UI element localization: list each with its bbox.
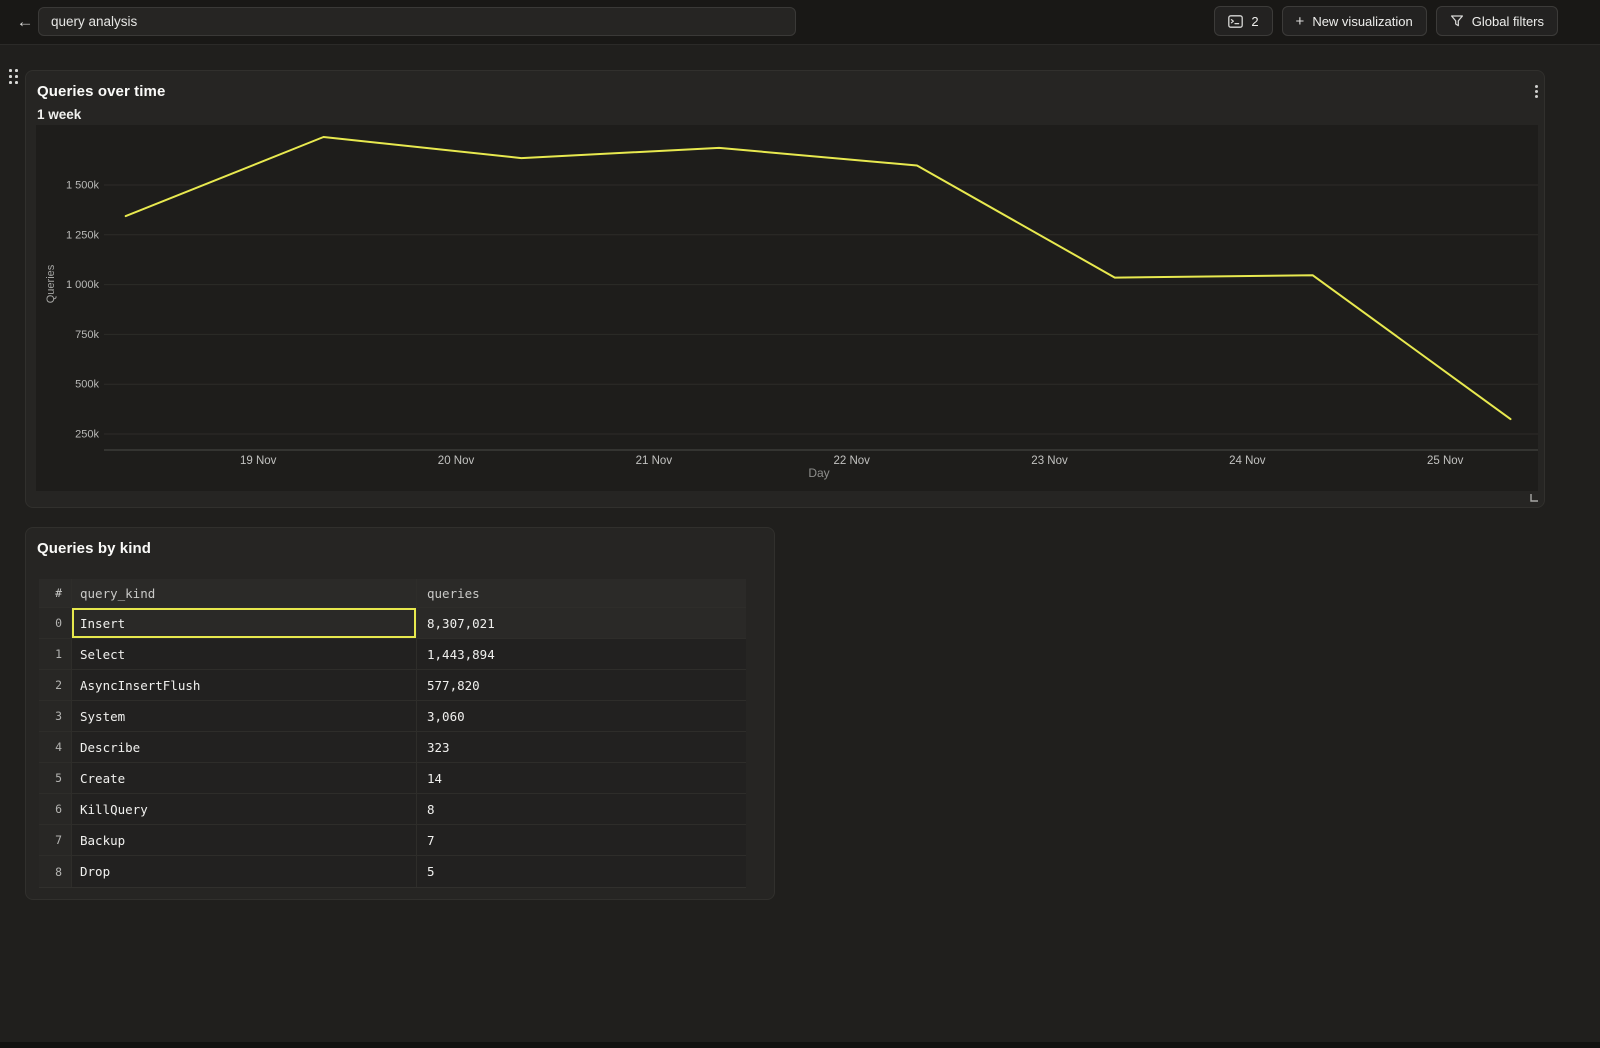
console-icon — [1228, 15, 1243, 28]
column-header-query-kind[interactable]: query_kind — [72, 579, 417, 607]
query-kind-cell[interactable]: Drop — [72, 856, 417, 887]
drag-handle-icon[interactable] — [7, 68, 21, 86]
table-row: 8Drop5 — [39, 856, 746, 887]
window-bottom-edge — [0, 1042, 1600, 1048]
x-tick-label: 23 Nov — [1031, 455, 1068, 467]
y-tick-label: 500k — [75, 379, 99, 391]
y-tick-label: 250k — [75, 429, 99, 441]
table-row: 5Create14 — [39, 763, 746, 794]
query-kind-cell[interactable]: Create — [72, 763, 417, 793]
table-panel-title: Queries by kind — [37, 540, 151, 557]
table-header-row: #query_kindqueries — [39, 579, 746, 608]
table-row: 7Backup7 — [39, 825, 746, 856]
topbar-actions: 2 + New visualization Global filters — [1214, 6, 1558, 36]
y-tick-label: 1 250k — [66, 229, 100, 241]
x-tick-label: 22 Nov — [833, 455, 870, 467]
query-kind-cell[interactable]: Backup — [72, 825, 417, 855]
table-row: 3System3,060 — [39, 701, 746, 732]
table-panel: Queries by kind #query_kindqueries0Inser… — [25, 527, 775, 900]
back-button[interactable]: ← — [12, 9, 38, 35]
queries-value-cell[interactable]: 8 — [417, 794, 746, 824]
resize-handle[interactable] — [1528, 491, 1541, 504]
row-index-cell: 4 — [39, 732, 72, 762]
queries-line-series — [126, 137, 1511, 419]
table-row: 2AsyncInsertFlush577,820 — [39, 670, 746, 701]
row-index-cell: 2 — [39, 670, 72, 700]
y-axis-title: Queries — [45, 264, 57, 303]
open-console-tabs-button[interactable]: 2 — [1214, 6, 1272, 36]
table-row: 1Select1,443,894 — [39, 639, 746, 670]
queries-by-kind-table: #query_kindqueries0Insert8,307,0211Selec… — [39, 579, 746, 888]
y-tick-label: 750k — [75, 329, 99, 341]
queries-value-cell[interactable]: 14 — [417, 763, 746, 793]
row-index-cell: 6 — [39, 794, 72, 824]
queries-value-cell[interactable]: 3,060 — [417, 701, 746, 731]
queries-value-cell[interactable]: 8,307,021 — [417, 608, 746, 638]
queries-value-cell[interactable]: 5 — [417, 856, 746, 887]
x-tick-label: 21 Nov — [636, 455, 673, 467]
queries-value-cell[interactable]: 1,443,894 — [417, 639, 746, 669]
chart-panel: Queries over time 1 week 250k 500k 750k 1 0… — [25, 70, 1545, 508]
filter-icon — [1450, 14, 1464, 28]
x-tick-label: 19 Nov — [240, 455, 277, 467]
chart-panel-title: Queries over time — [37, 83, 165, 100]
x-tick-label: 20 Nov — [438, 455, 475, 467]
chart-panel-subtitle: 1 week — [37, 107, 81, 122]
topbar: ← 2 + New visualization Global filter — [0, 0, 1600, 45]
dashboard-title-input[interactable] — [38, 7, 796, 36]
chart-canvas: 250k 500k 750k 1 000k 1 250k 1 500k 19 Nov 20 N… — [36, 125, 1538, 491]
column-header-index[interactable]: # — [39, 579, 72, 607]
query-kind-cell[interactable]: Insert — [72, 608, 417, 638]
row-index-cell: 8 — [39, 856, 72, 887]
y-tick-label: 1 500k — [66, 180, 100, 192]
query-kind-cell[interactable]: AsyncInsertFlush — [72, 670, 417, 700]
x-tick-label: 25 Nov — [1427, 455, 1464, 467]
queries-value-cell[interactable]: 7 — [417, 825, 746, 855]
new-visualization-button[interactable]: + New visualization — [1282, 6, 1427, 36]
global-filters-button[interactable]: Global filters — [1436, 6, 1558, 36]
column-header-queries[interactable]: queries — [417, 579, 746, 607]
query-kind-cell[interactable]: System — [72, 701, 417, 731]
panel-menu-button[interactable] — [1525, 79, 1547, 103]
table-row: 0Insert8,307,021 — [39, 608, 746, 639]
plus-icon: + — [1296, 14, 1305, 29]
table-row: 4Describe323 — [39, 732, 746, 763]
table-row: 6KillQuery8 — [39, 794, 746, 825]
row-index-cell: 0 — [39, 608, 72, 638]
y-tick-label: 1 000k — [66, 279, 100, 291]
row-index-cell: 3 — [39, 701, 72, 731]
x-axis-title: Day — [808, 466, 829, 480]
query-kind-cell[interactable]: Select — [72, 639, 417, 669]
tabs-count: 2 — [1251, 14, 1258, 29]
queries-over-time-chart[interactable]: 250k 500k 750k 1 000k 1 250k 1 500k 19 Nov 20 N… — [36, 125, 1538, 491]
query-kind-cell[interactable]: Describe — [72, 732, 417, 762]
global-filters-label: Global filters — [1472, 14, 1544, 29]
query-kind-cell[interactable]: KillQuery — [72, 794, 417, 824]
new-visualization-label: New visualization — [1312, 14, 1412, 29]
row-index-cell: 7 — [39, 825, 72, 855]
x-tick-label: 24 Nov — [1229, 455, 1266, 467]
row-index-cell: 5 — [39, 763, 72, 793]
queries-value-cell[interactable]: 577,820 — [417, 670, 746, 700]
row-index-cell: 1 — [39, 639, 72, 669]
queries-value-cell[interactable]: 323 — [417, 732, 746, 762]
